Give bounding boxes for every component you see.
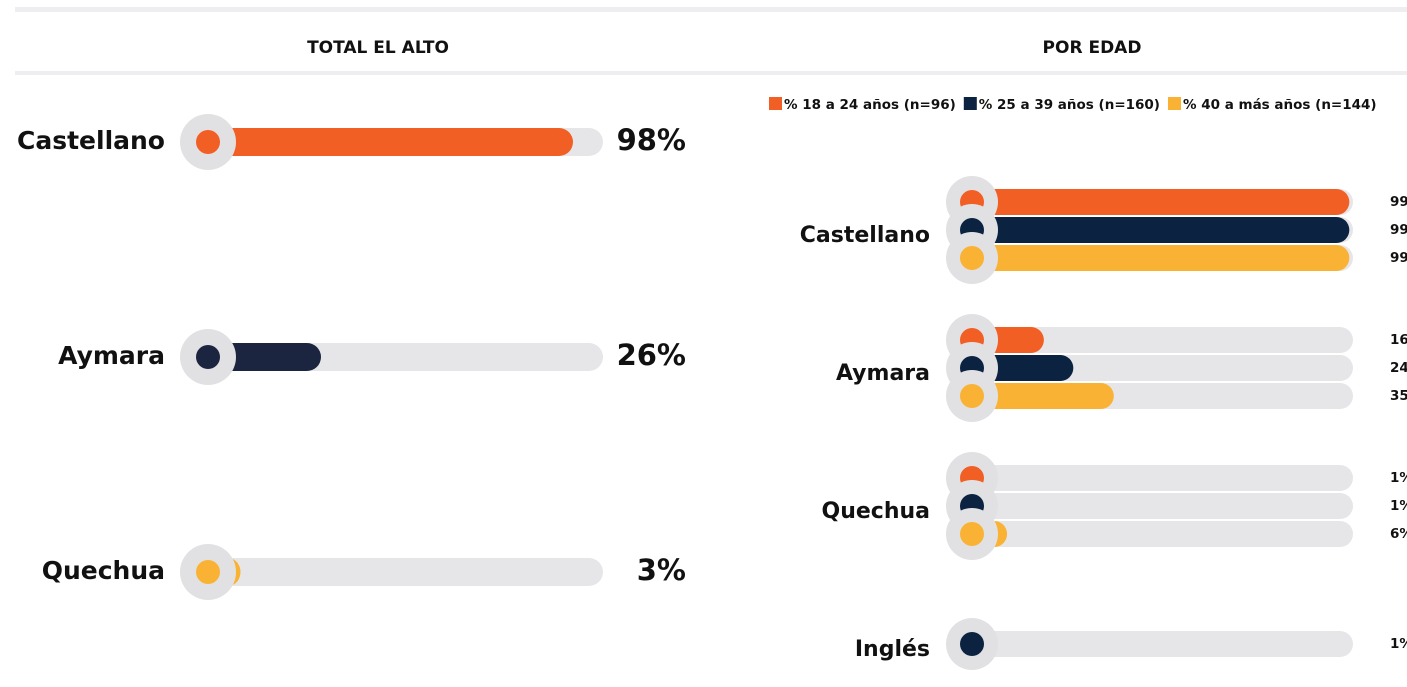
value-label: 98% <box>617 123 686 157</box>
track <box>972 631 1353 657</box>
value-label: 99% <box>1390 194 1407 210</box>
marker <box>960 246 984 270</box>
top-rule <box>15 7 1407 12</box>
header-rule <box>15 71 1407 75</box>
legend-swatch <box>1167 97 1181 110</box>
legend-label: % 18 a 24 años (n=96) <box>784 97 956 113</box>
bar <box>972 383 1114 409</box>
bar <box>972 355 1074 381</box>
value-label: 99% <box>1390 250 1407 266</box>
track <box>972 521 1353 547</box>
category-label: Inglés <box>855 637 930 662</box>
category-label: Castellano <box>800 223 930 248</box>
track <box>972 465 1353 491</box>
legend-label: % 25 a 39 años (n=160) <box>979 97 1160 113</box>
marker <box>196 560 220 584</box>
legend-swatch <box>963 97 977 110</box>
category-label: Aymara <box>836 361 930 386</box>
value-label: 99% <box>1390 222 1407 238</box>
category-label: Castellano <box>17 126 165 155</box>
bar <box>216 343 321 371</box>
panel-title: TOTAL EL ALTO <box>307 38 449 58</box>
track <box>972 493 1353 519</box>
track <box>972 327 1353 353</box>
marker <box>960 522 984 546</box>
category-label: Quechua <box>822 499 931 524</box>
marker <box>960 384 984 408</box>
value-label: 16% <box>1390 332 1407 348</box>
legend-swatch <box>769 97 782 110</box>
value-label: 6% <box>1390 526 1407 542</box>
value-label: 1% <box>1390 498 1407 514</box>
bar <box>972 245 1350 271</box>
bar <box>972 217 1350 243</box>
value-label: 24% <box>1390 360 1407 376</box>
marker <box>196 345 220 369</box>
value-label: 1% <box>1390 470 1407 486</box>
bar <box>216 128 573 156</box>
category-label: Quechua <box>42 556 165 585</box>
track <box>210 558 603 586</box>
legend-label: % 40 a más años (n=144) <box>1183 97 1377 113</box>
category-label: Aymara <box>58 341 165 370</box>
value-label: 1% <box>1390 636 1407 652</box>
marker <box>196 130 220 154</box>
bar <box>972 189 1350 215</box>
marker <box>960 632 984 656</box>
value-label: 3% <box>637 553 686 587</box>
value-label: 26% <box>617 338 686 372</box>
panel-title: POR EDAD <box>1043 38 1142 58</box>
value-label: 35% <box>1390 388 1407 404</box>
